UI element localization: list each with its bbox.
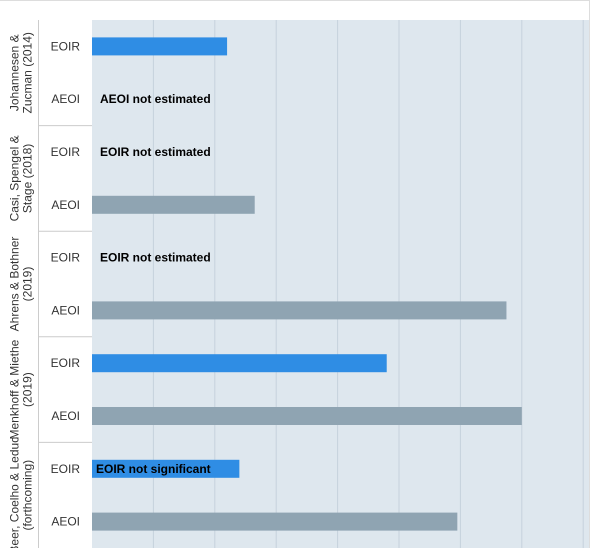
row-label: EOIR [51,251,81,265]
row-label: EOIR [51,39,81,53]
study-label-line: Zucman (2014) [21,32,35,113]
study-label-line: (2019) [21,267,35,302]
study-label-line: Johannesen & [8,34,22,111]
study-label: Johannesen &Zucman (2014) [8,32,35,113]
bar-eoir [92,354,387,373]
row-label: AEOI [51,515,80,529]
row-label: AEOI [51,303,80,317]
bar-aeoi [92,301,507,320]
study-label-line: Stage (2018) [21,144,35,213]
study-label-line: (2019) [21,372,35,407]
row-label: EOIR [51,462,81,476]
study-label-line: Casi, Spengel & [8,135,22,221]
bar-aeoi [92,195,255,214]
bar-note: EOIR not estimated [100,145,211,159]
study-label-line: Ahrens & Bothner [8,237,22,332]
study-label: Ahrens & Bothner(2019) [8,237,35,332]
study-label-line: Beer, Coelho & Leduc [8,437,22,548]
bar-aeoi [92,407,522,425]
bars: AEOI not estimated EOIR not estimated EOIR… [92,37,522,531]
bar-note: AEOI not estimated [100,92,211,106]
study-label: Beer, Coelho & Leduc(forthcoming) [8,437,35,548]
bar-aeoi [92,512,458,531]
bar-eoir [92,37,228,56]
row-label: AEOI [51,409,80,423]
row-label: AEOI [51,92,80,106]
study-label-line: Menkhoff & Miethe [8,339,22,439]
study-label: Menkhoff & Miethe(2019) [8,339,35,439]
row-label: EOIR [51,356,81,370]
study-label: Casi, Spengel &Stage (2018) [8,135,35,221]
label-panel: Johannesen &Zucman (2014) EOIR AEOI Casi, S… [8,20,92,548]
row-label: EOIR [51,145,81,159]
grid-lines [152,20,584,548]
bar-eoir [92,459,240,478]
bar-note: EOIR not significant [96,462,211,476]
bar-note: EOIR not estimated [100,251,211,265]
row-label: AEOI [51,198,80,212]
study-label-line: (forthcoming) [21,460,35,531]
